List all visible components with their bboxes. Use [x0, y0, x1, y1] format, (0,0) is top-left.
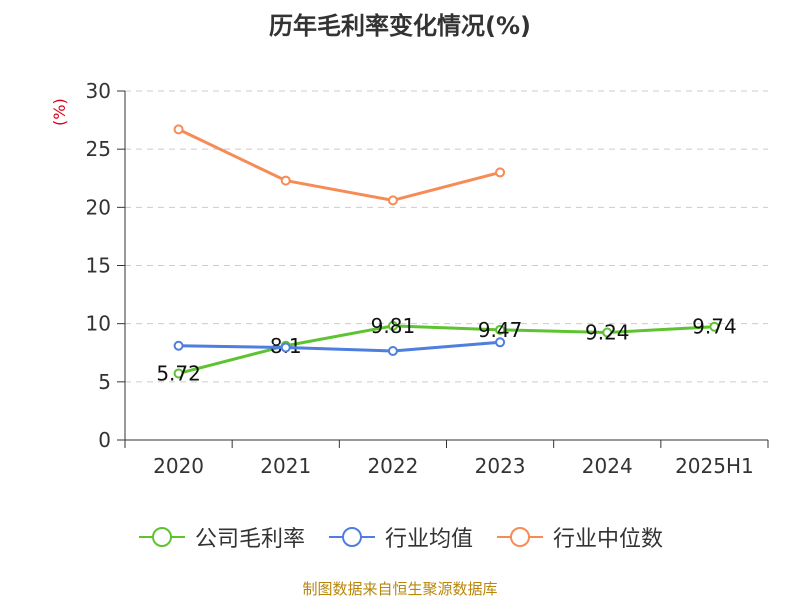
x-tick-label: 2020	[153, 454, 204, 478]
data-label: 5.72	[156, 361, 201, 385]
y-tick-label: 30	[86, 79, 111, 103]
legend-marker-icon	[138, 527, 185, 547]
y-tick-label: 10	[86, 312, 111, 336]
chart-legend: 公司毛利率 行业均值 行业中位数	[0, 520, 800, 554]
data-point	[387, 346, 398, 357]
data-point	[387, 195, 398, 206]
legend-item[interactable]: 行业中位数	[495, 521, 663, 553]
series-line	[178, 324, 715, 375]
legend-item[interactable]: 行业均值	[327, 521, 473, 553]
series-line	[177, 128, 501, 202]
legend-label: 行业均值	[384, 527, 473, 552]
data-point	[280, 342, 291, 353]
x-tick-label: 2024	[582, 454, 633, 478]
data-label: 9.81	[371, 314, 416, 338]
data-point	[602, 327, 613, 338]
data-point	[495, 167, 506, 178]
legend-label: 行业中位数	[553, 527, 664, 552]
x-tick-label: 2023	[475, 454, 526, 478]
y-tick-label: 0	[98, 428, 111, 452]
y-tick-label: 20	[86, 195, 111, 219]
data-point	[709, 321, 720, 332]
legend-item[interactable]: 公司毛利率	[137, 521, 305, 553]
chart-title: 历年毛利率变化情况(%)	[269, 12, 531, 40]
data-source-note: 制图数据来自恒生聚源数据库	[302, 580, 498, 598]
data-point	[173, 124, 184, 135]
x-tick-label: 2022	[367, 454, 418, 478]
data-point	[387, 320, 398, 331]
legend-label: 公司毛利率	[194, 527, 305, 552]
data-point	[280, 175, 291, 186]
data-point	[495, 337, 506, 348]
data-label: 9.24	[585, 321, 630, 345]
y-tick-label: 15	[86, 254, 111, 278]
y-tick-label: 5	[98, 370, 111, 394]
data-point	[173, 368, 184, 379]
x-tick-label: 2025H1	[675, 454, 754, 478]
legend-marker-icon	[497, 527, 543, 547]
legend-marker-icon	[328, 527, 375, 547]
series-line	[178, 340, 501, 353]
x-tick-label: 2021	[260, 454, 311, 478]
data-label: 9.74	[692, 315, 737, 339]
y-tick-label: 25	[86, 137, 111, 161]
data-point	[495, 324, 506, 335]
data-point	[173, 340, 184, 351]
